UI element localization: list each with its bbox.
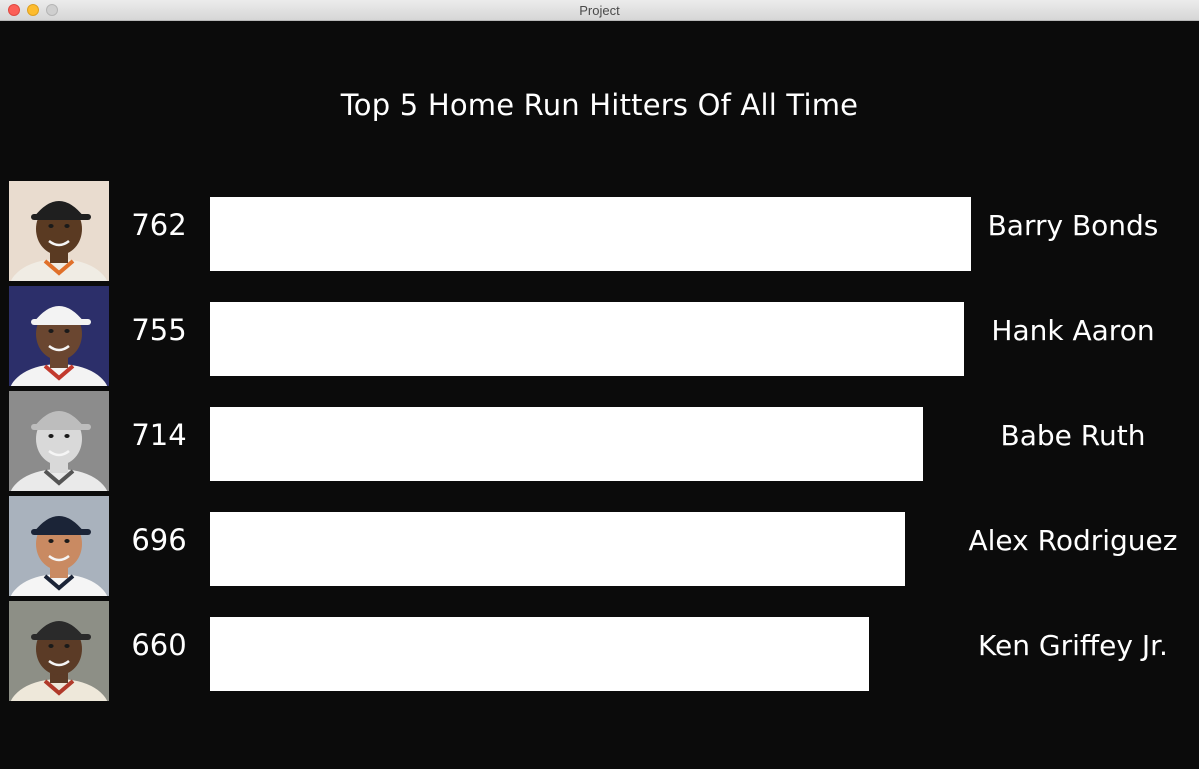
bar — [210, 197, 971, 271]
minimize-window-button[interactable] — [27, 4, 39, 16]
category-label: Alex Rodriguez — [969, 524, 1178, 557]
babe-ruth-photo — [9, 391, 109, 491]
window-title: Project — [579, 3, 620, 18]
bar-value-label: 660 — [131, 628, 186, 662]
alex-rodriguez-photo — [9, 496, 109, 596]
zoom-window-button[interactable] — [46, 4, 58, 16]
bar-value-label: 762 — [131, 208, 186, 242]
barry-bonds-photo — [9, 181, 109, 281]
bar-value-label: 714 — [131, 418, 186, 452]
category-label: Ken Griffey Jr. — [978, 629, 1168, 662]
ken-griffey-jr-photo — [9, 601, 109, 701]
category-label: Babe Ruth — [1001, 419, 1146, 452]
category-label: Hank Aaron — [991, 314, 1154, 347]
bar — [210, 512, 905, 586]
window-titlebar[interactable]: Project — [0, 0, 1199, 21]
bar — [210, 617, 869, 691]
bar-value-label: 696 — [131, 523, 186, 557]
hank-aaron-photo — [9, 286, 109, 386]
bar — [210, 407, 923, 481]
bar — [210, 302, 964, 376]
category-label: Barry Bonds — [988, 209, 1159, 242]
close-window-button[interactable] — [8, 4, 20, 16]
bar-value-label: 755 — [131, 313, 186, 347]
chart-title: Top 5 Home Run Hitters Of All Time — [340, 88, 859, 122]
